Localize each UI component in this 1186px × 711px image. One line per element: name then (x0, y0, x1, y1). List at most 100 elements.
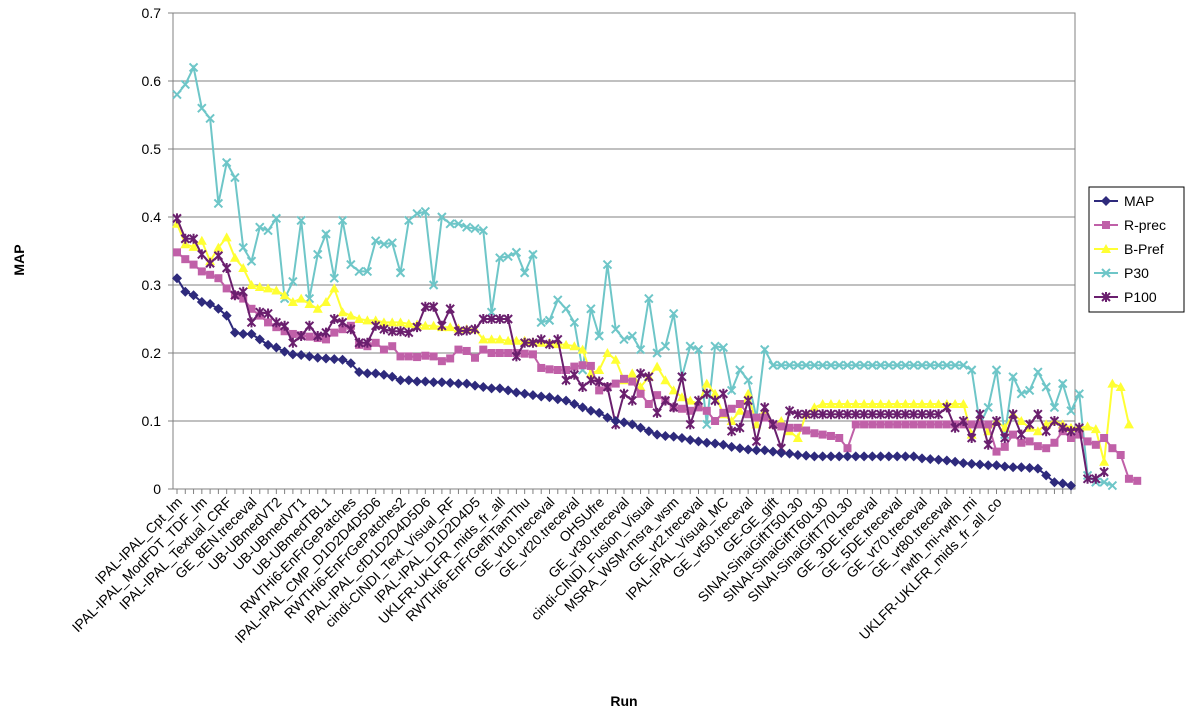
data-point (371, 338, 380, 347)
data-point (635, 422, 646, 433)
data-point (628, 377, 637, 386)
data-point (660, 430, 671, 441)
legend-label: P100 (1124, 289, 1157, 305)
data-point (180, 286, 191, 297)
data-point (826, 431, 835, 440)
data-point (462, 325, 472, 336)
data-point (1016, 429, 1027, 440)
data-point (305, 332, 314, 341)
data-point (370, 236, 381, 246)
data-point (660, 375, 671, 385)
data-point (635, 368, 646, 379)
data-point (743, 388, 754, 398)
data-point (1090, 424, 1101, 434)
data-point (255, 222, 265, 232)
data-point (685, 395, 696, 405)
data-point (503, 251, 513, 262)
data-point (570, 362, 579, 371)
data-point (188, 233, 199, 244)
data-point (1101, 244, 1111, 253)
data-point (577, 402, 588, 413)
data-point (180, 79, 190, 90)
data-point (504, 349, 513, 357)
data-point (991, 416, 1002, 426)
data-point (552, 394, 563, 405)
data-point (263, 283, 274, 293)
data-point (313, 331, 323, 341)
x-axis: IPAL-IPAL_Cpt_ImIPAL-IPAL_ModFDT_TDF_ImI… (69, 489, 1072, 646)
data-point (760, 402, 770, 413)
data-point (892, 409, 902, 420)
legend-item: MAP (1094, 193, 1154, 209)
data-point (777, 422, 786, 431)
data-point (817, 360, 828, 370)
data-point (974, 459, 985, 470)
data-point (718, 439, 729, 450)
data-point (296, 215, 306, 226)
data-point (859, 399, 870, 408)
data-point (685, 341, 695, 351)
data-point (578, 361, 587, 370)
data-point (470, 380, 480, 391)
data-point (1099, 467, 1109, 477)
y-axis-title: MAP (11, 244, 27, 275)
legend-item: P30 (1094, 265, 1149, 281)
data-point (279, 290, 290, 300)
data-point (197, 103, 207, 113)
data-point (652, 407, 662, 418)
data-point (222, 284, 231, 293)
data-point (271, 213, 282, 224)
data-point (610, 354, 621, 364)
data-point (875, 360, 886, 370)
data-point (702, 388, 712, 399)
data-point (718, 342, 729, 353)
data-point (453, 219, 464, 229)
data-point (238, 328, 249, 339)
data-point (784, 448, 795, 459)
data-point (1074, 389, 1084, 399)
data-point (528, 350, 537, 359)
data-point (445, 219, 455, 229)
data-point (412, 376, 423, 387)
data-point (867, 399, 878, 408)
data-point (801, 450, 812, 461)
data-point (776, 360, 786, 370)
data-point (428, 377, 439, 388)
data-point (834, 360, 844, 370)
data-point (1082, 421, 1093, 431)
data-point (918, 420, 926, 429)
data-point (205, 113, 215, 124)
data-point (635, 344, 646, 355)
data-point (172, 213, 182, 224)
data-point (850, 399, 861, 408)
data-point (751, 436, 762, 447)
data-point (213, 198, 224, 209)
data-point (934, 420, 943, 429)
data-point (188, 62, 199, 73)
data-point (238, 242, 248, 253)
data-point (1008, 372, 1018, 382)
data-point (329, 273, 339, 283)
data-point (436, 377, 447, 388)
legend: MAP R-prec B-Pref P30 P100 (1088, 186, 1185, 313)
data-point (437, 357, 446, 366)
data-point (404, 352, 413, 361)
legend-item: P100 (1094, 289, 1157, 305)
data-point (627, 331, 637, 341)
data-point (205, 258, 215, 269)
data-point (801, 360, 811, 370)
data-point (644, 293, 654, 304)
data-point (586, 375, 596, 386)
data-point (810, 429, 819, 438)
data-point (304, 320, 315, 331)
data-point (263, 225, 273, 236)
data-point (495, 314, 505, 324)
data-point (213, 242, 224, 252)
data-point (519, 388, 530, 399)
data-point (859, 409, 869, 420)
data-point (230, 172, 240, 183)
data-point (1050, 438, 1059, 447)
data-point (1058, 422, 1068, 433)
data-point (843, 444, 852, 453)
data-point (337, 354, 348, 365)
